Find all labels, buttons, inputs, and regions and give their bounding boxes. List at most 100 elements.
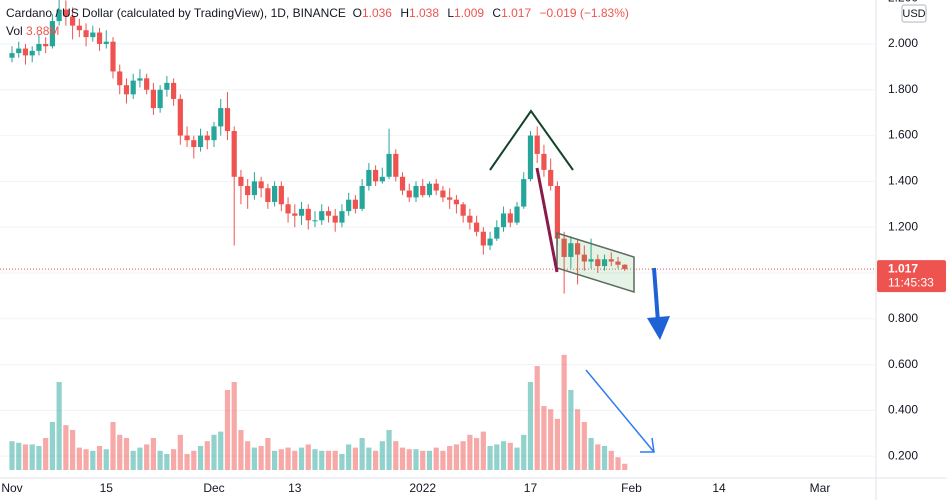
candle-body <box>29 50 35 56</box>
volume-bar <box>561 354 567 470</box>
y-tick-label: 2.000 <box>888 36 918 50</box>
volume-bar <box>352 447 358 470</box>
legend-row: Cardano / US Dollar (calculated by Tradi… <box>6 4 634 22</box>
candle-body <box>43 43 49 47</box>
volume-bar <box>90 450 96 470</box>
candle-body <box>197 135 204 148</box>
volume-bar <box>117 434 123 470</box>
volume-bar <box>413 449 419 470</box>
candle-body <box>386 153 392 177</box>
volume-bar <box>103 449 109 470</box>
volume-bar <box>373 450 379 470</box>
ohlc-label: O <box>352 6 362 20</box>
volume-bar <box>467 434 473 470</box>
candle-body <box>164 82 170 90</box>
y-tick-label: 1.200 <box>888 219 918 233</box>
ohlc-label: L <box>447 6 455 20</box>
volume-bar <box>487 446 493 470</box>
volume-bar <box>305 444 311 470</box>
volume-bar <box>251 447 257 470</box>
volume-bar <box>312 449 318 470</box>
x-tick-label: 14 <box>712 481 726 495</box>
y-tick-label: 2.200 <box>888 0 918 4</box>
candle-body <box>191 140 197 148</box>
candle-body <box>278 185 284 205</box>
symbol-title: Cardano / US Dollar (calculated by Tradi… <box>6 6 346 20</box>
y-tick-label: 0.400 <box>888 403 918 417</box>
candle-body <box>453 199 459 205</box>
volume-bar <box>500 441 507 470</box>
volume-bar <box>197 446 204 470</box>
candle-body <box>211 126 217 141</box>
ohlc-value: 1.038 <box>408 6 440 20</box>
volume-bar <box>595 444 601 470</box>
candle-body <box>332 215 338 223</box>
candle-body <box>171 82 177 99</box>
volume-bar <box>460 441 466 470</box>
volume-bar <box>191 450 197 470</box>
candle-body <box>157 89 163 109</box>
candle-body <box>231 130 237 177</box>
candle-body <box>548 169 554 186</box>
candle-body <box>440 190 446 198</box>
candle-body <box>258 181 264 189</box>
candle-body <box>487 238 493 246</box>
volume-bar <box>527 382 534 470</box>
volume-bar <box>608 450 614 470</box>
x-tick-label: 13 <box>288 481 302 495</box>
ohlc-value: 1.009 <box>454 6 485 20</box>
candle-body <box>305 208 311 221</box>
volume-bar <box>9 441 15 470</box>
candle-body <box>76 25 82 31</box>
candle-body <box>601 259 608 267</box>
candle-body <box>83 30 89 38</box>
volume-bar <box>453 444 459 470</box>
volume-bar <box>130 450 136 470</box>
ohlc-label: H <box>400 6 409 20</box>
volume-bar <box>433 447 439 470</box>
channel-drawing <box>556 231 635 294</box>
volume-bar <box>184 454 190 470</box>
candle-body <box>9 53 15 58</box>
candle-body <box>265 188 271 202</box>
volume-bar <box>615 457 621 470</box>
peak-drawing <box>489 109 574 171</box>
volume-bar <box>359 438 365 470</box>
candle-body <box>204 135 210 141</box>
volume-bar <box>63 425 69 470</box>
candle-body <box>103 41 109 44</box>
candle-body <box>117 71 123 86</box>
candle-body <box>184 135 190 141</box>
x-tick-label: Feb <box>621 481 642 495</box>
candle-body <box>534 135 540 154</box>
candle-body <box>460 204 466 216</box>
volume-bar <box>123 438 130 470</box>
candle-body <box>177 98 183 136</box>
volume-bar <box>272 450 278 470</box>
candle-body <box>615 261 621 265</box>
candle-body <box>514 206 520 223</box>
candle-body <box>16 48 22 54</box>
x-tick-label: 2022 <box>409 481 436 495</box>
volume-bar <box>110 422 116 470</box>
candle-body <box>137 78 143 81</box>
volume-value: 3.88M <box>26 24 60 38</box>
candle-body <box>56 9 62 22</box>
volume-bar <box>144 444 150 470</box>
x-tick-label: Nov <box>1 481 22 495</box>
candle-body <box>272 185 278 202</box>
candle-body <box>568 243 574 257</box>
candle-body <box>480 231 486 246</box>
volume-bar <box>22 444 29 470</box>
y-tick-label: 1.800 <box>888 82 918 96</box>
volume-bar <box>258 446 264 470</box>
volume-bar <box>16 442 22 470</box>
candle-body <box>467 215 473 223</box>
candle-body <box>224 108 231 131</box>
candle-body <box>339 211 345 223</box>
volume-bar <box>171 449 177 470</box>
candle-body <box>218 108 224 127</box>
volume-bar <box>204 441 210 470</box>
candle-body <box>373 169 379 182</box>
candle-body <box>521 179 527 207</box>
